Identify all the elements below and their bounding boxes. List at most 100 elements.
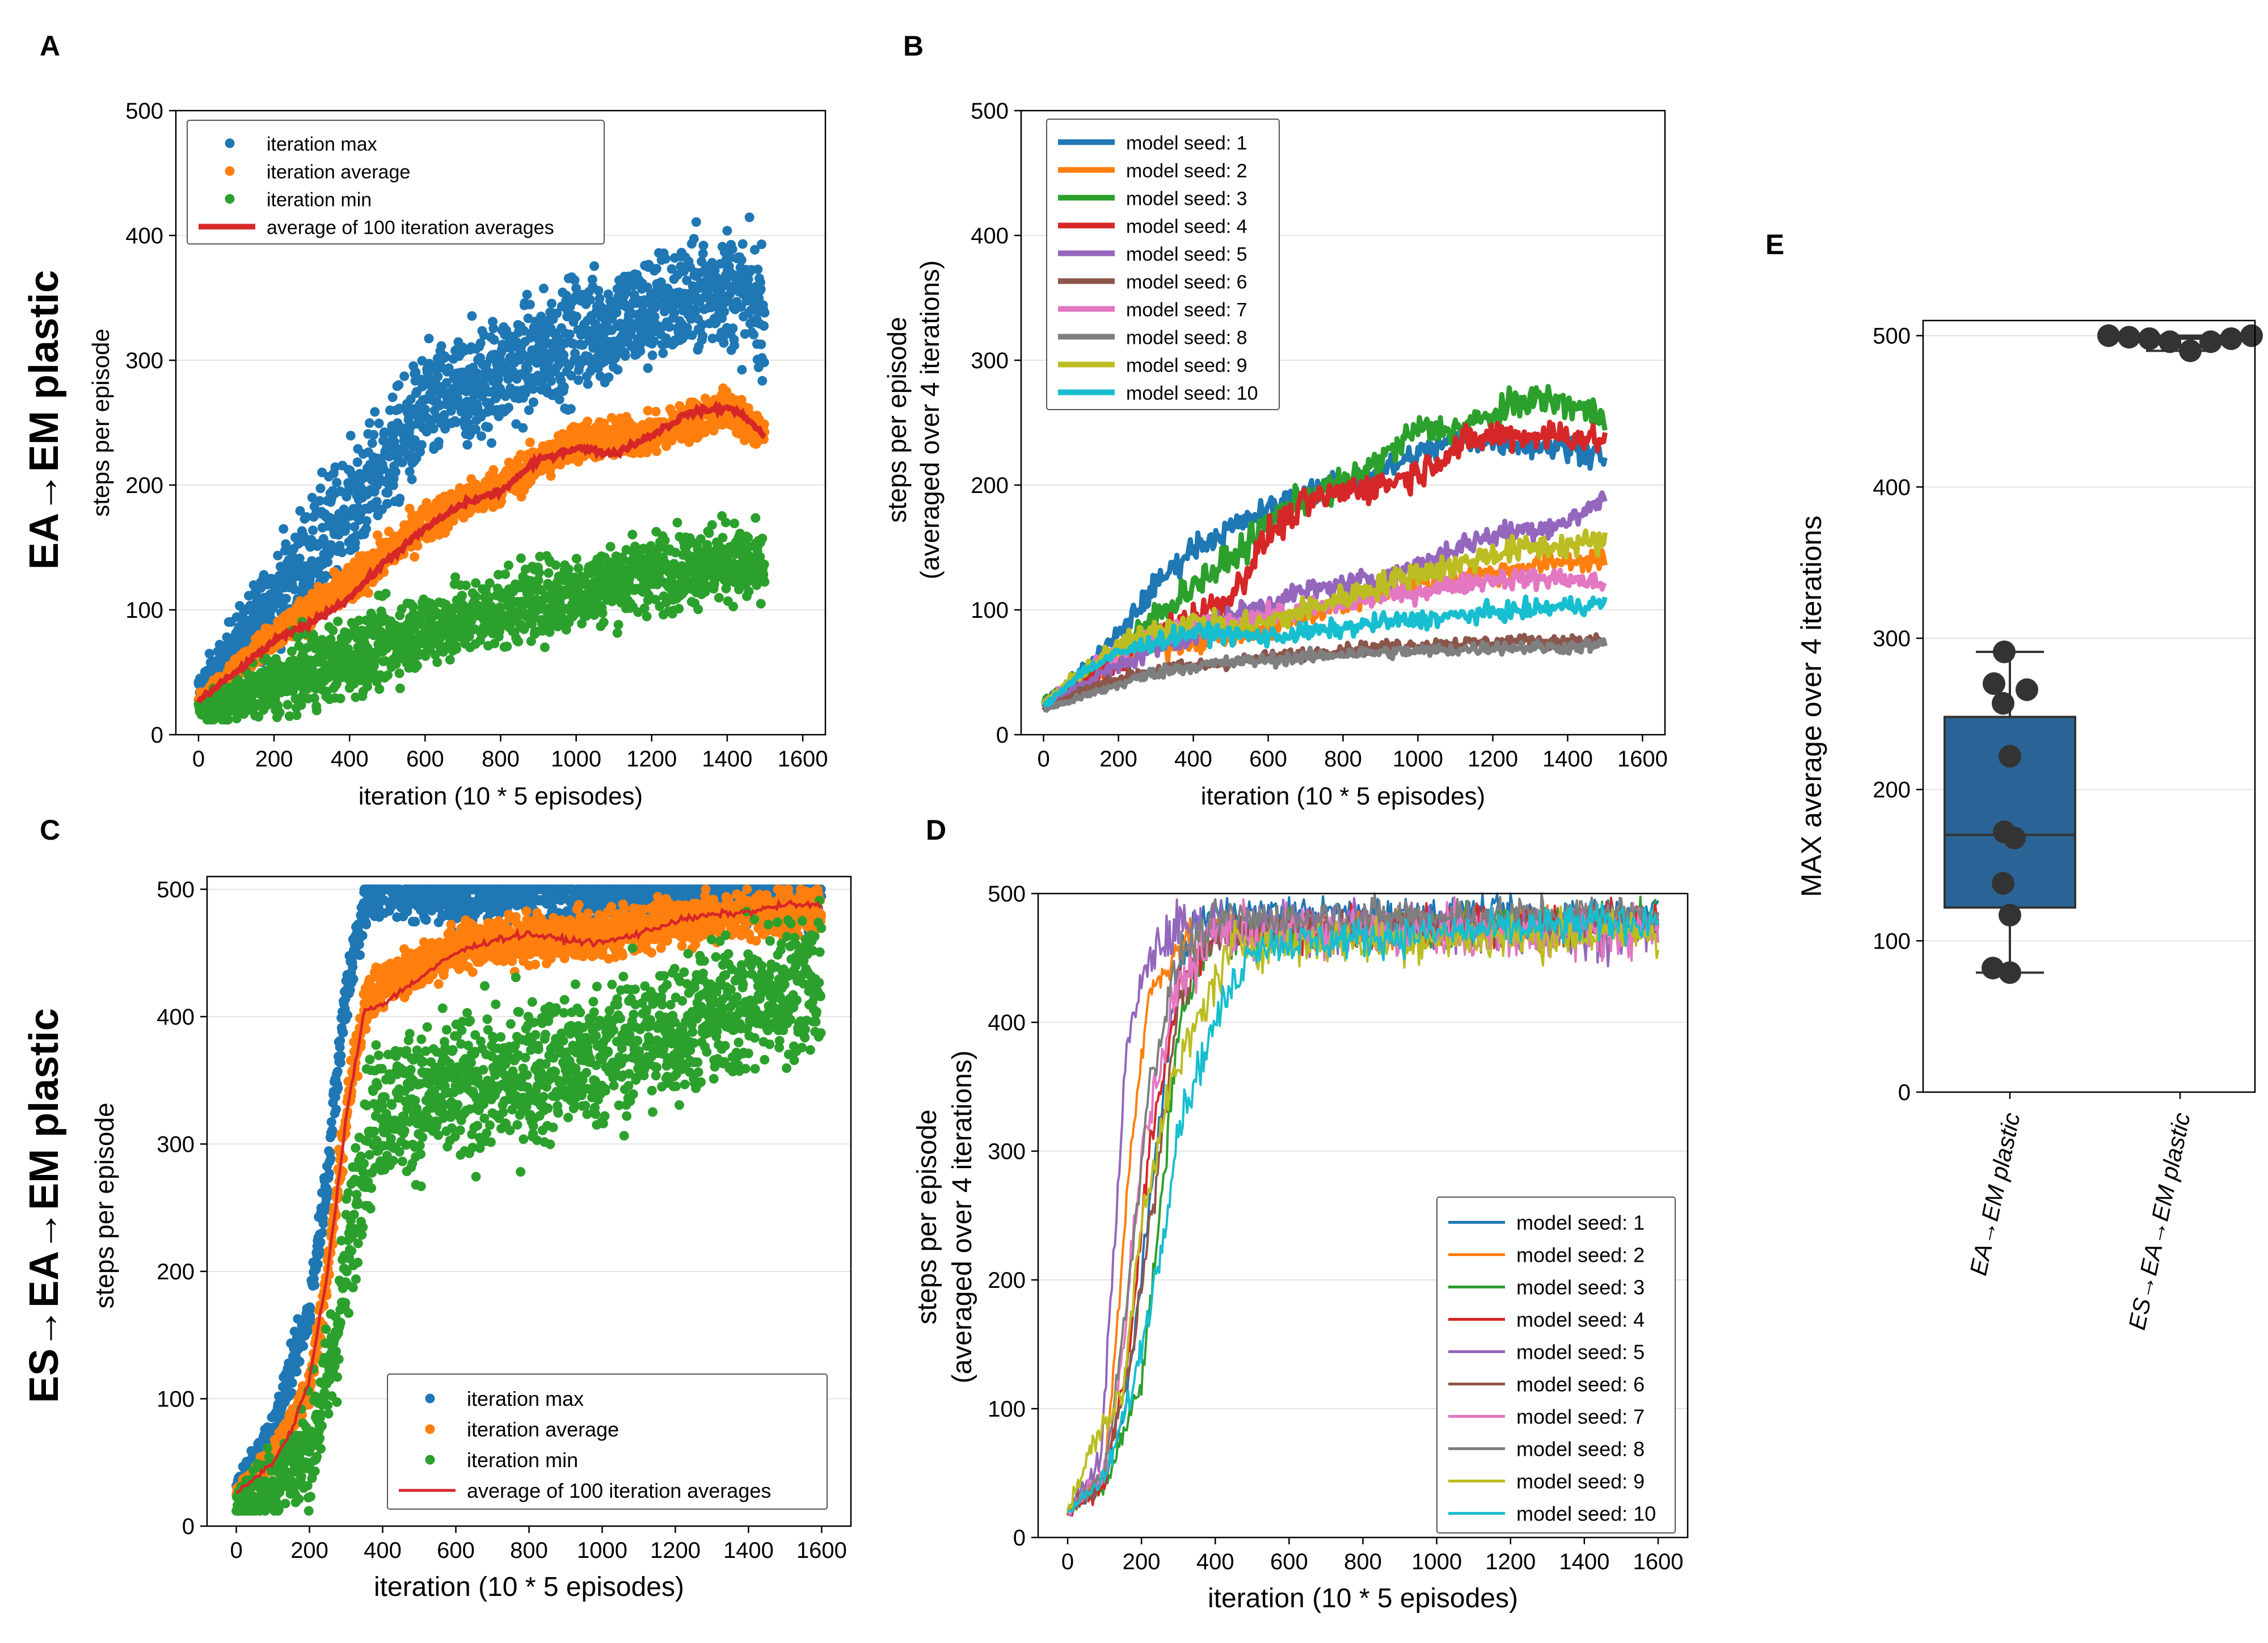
scatter-point <box>685 296 695 306</box>
scatter-point <box>332 1067 343 1077</box>
scatter-point <box>613 620 623 630</box>
scatter-point <box>345 431 356 441</box>
scatter-point <box>658 348 668 358</box>
scatter-point <box>364 588 373 598</box>
scatter-point <box>310 1280 320 1290</box>
scatter-point <box>707 520 717 530</box>
scatter-point <box>643 363 653 373</box>
scatter-point <box>756 599 766 609</box>
scatter-point <box>743 275 753 284</box>
scatter-point <box>760 577 770 587</box>
scatter-point <box>528 384 538 394</box>
scatter-point <box>461 386 471 397</box>
scatter-point <box>412 541 423 551</box>
scatter-point <box>513 637 524 647</box>
scatter-point <box>305 542 315 552</box>
scatter-point <box>525 437 535 448</box>
scatter-point <box>484 578 495 588</box>
scatter-point <box>757 376 768 386</box>
x-tick-label: 600 <box>1249 747 1287 772</box>
x-tick-label: 200 <box>1099 747 1137 772</box>
scatter-point <box>563 564 574 574</box>
scatter-point <box>273 550 283 561</box>
scatter-point <box>361 920 371 930</box>
scatter-point <box>719 338 729 348</box>
scatter-point <box>259 570 269 580</box>
scatter-point <box>411 367 421 377</box>
scatter-point <box>361 516 372 526</box>
scatter-point <box>697 319 707 330</box>
scatter-point <box>331 1105 342 1114</box>
scatter-point <box>328 625 338 635</box>
scatter-point <box>305 575 315 585</box>
scatter-point <box>753 264 763 275</box>
scatter-point <box>587 275 597 285</box>
scatter-point <box>552 308 562 318</box>
scatter-point <box>298 1341 309 1351</box>
scatter-point <box>330 462 340 472</box>
scatter-point <box>730 340 740 351</box>
scatter-point <box>728 323 738 334</box>
scatter-point <box>727 244 737 254</box>
scatter-point <box>467 311 477 321</box>
x-tick-label: 800 <box>482 747 520 772</box>
scatter-point <box>613 365 623 375</box>
scatter-point <box>656 277 666 287</box>
scatter-point <box>483 422 493 432</box>
scatter-point <box>452 644 462 654</box>
legend-marker <box>225 166 235 176</box>
scatter-point <box>672 517 682 528</box>
scatter-point <box>570 275 580 285</box>
y-tick-label: 200 <box>971 473 1009 498</box>
scatter-point <box>349 522 360 532</box>
scatter-point <box>487 438 496 448</box>
legend-label: model seed: 4 <box>1126 216 1247 238</box>
y-axis-label: steps per episode <box>87 328 114 517</box>
scatter-point <box>394 380 404 390</box>
scatter-point <box>750 245 760 255</box>
scatter-point <box>343 1010 353 1020</box>
scatter-point <box>710 266 720 276</box>
scatter-point <box>502 641 512 651</box>
scatter-point <box>308 525 318 536</box>
legend-label: average of 100 iteration averages <box>267 217 554 239</box>
y-axis-label: steps per episode <box>882 317 912 523</box>
scatter-point <box>546 376 557 386</box>
scatter-point <box>760 307 770 318</box>
x-tick-label: 0 <box>1037 747 1049 772</box>
legend-label: model seed: 8 <box>1126 327 1247 349</box>
x-tick-label: 1200 <box>1468 747 1518 772</box>
scatter-point <box>440 352 450 362</box>
scatter-point <box>275 707 285 718</box>
scatter-point <box>650 311 660 322</box>
scatter-point <box>736 255 747 265</box>
scatter-point <box>279 524 289 534</box>
y-tick-label: 400 <box>971 224 1009 248</box>
legend-label: model seed: 3 <box>1126 188 1247 210</box>
scatter-point <box>612 307 622 318</box>
scatter-point <box>718 533 728 543</box>
scatter-point <box>461 580 471 591</box>
scatter-point <box>571 311 581 322</box>
scatter-point <box>374 418 384 428</box>
scatter-point <box>390 467 401 477</box>
scatter-point <box>674 604 684 614</box>
scatter-point <box>504 403 513 412</box>
x-tick-label: 1400 <box>702 747 752 772</box>
scatter-point <box>432 657 442 667</box>
y-tick-label: 300 <box>125 348 163 373</box>
scatter-point <box>450 572 461 582</box>
x-tick-label: 1600 <box>778 747 828 772</box>
scatter-point <box>447 402 457 412</box>
scatter-point <box>462 440 473 450</box>
scatter-point <box>707 258 717 268</box>
scatter-point <box>365 418 374 428</box>
scatter-point <box>357 930 368 941</box>
scatter-point <box>691 217 701 227</box>
scatter-point <box>395 494 405 504</box>
scatter-point <box>559 382 569 392</box>
scatter-point <box>714 593 724 603</box>
